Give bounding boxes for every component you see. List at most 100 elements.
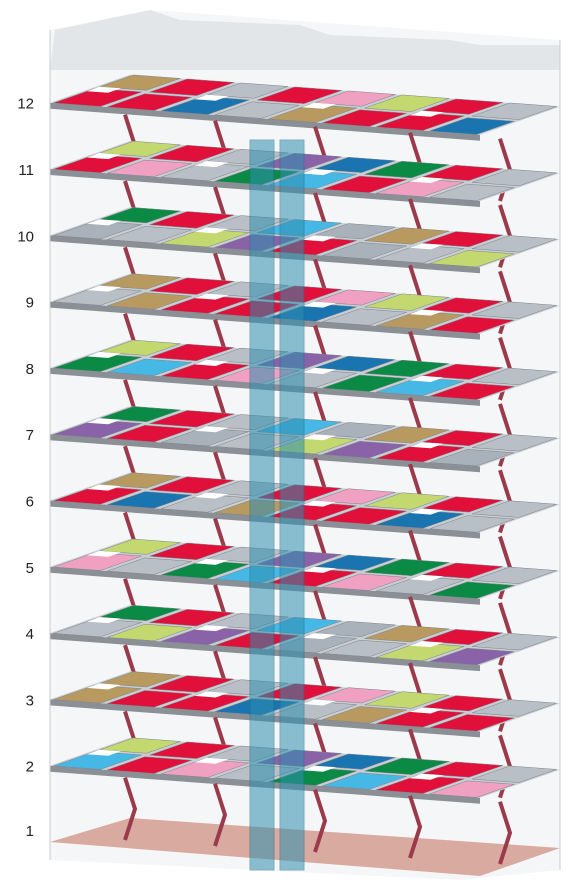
unit [364, 757, 450, 775]
unit [364, 161, 450, 179]
floor-label: 3 [26, 692, 34, 709]
void [194, 757, 229, 764]
void [194, 293, 229, 300]
unit [429, 117, 515, 135]
unit [257, 86, 342, 104]
unit [322, 242, 407, 260]
roof-parapet [50, 10, 560, 70]
unit [107, 623, 192, 642]
unit [107, 425, 192, 443]
unit [160, 96, 250, 115]
elevator-shaft [249, 139, 275, 871]
unit [149, 542, 235, 560]
void [87, 351, 121, 358]
unit [429, 183, 515, 201]
unit [160, 162, 250, 181]
void [87, 484, 121, 491]
unit [99, 141, 181, 157]
void [409, 375, 444, 382]
unit [107, 690, 192, 708]
unit [160, 626, 250, 646]
unit [375, 112, 465, 131]
unit [422, 363, 503, 380]
unit [375, 775, 465, 794]
unit [422, 430, 503, 447]
void [409, 442, 444, 449]
void [302, 500, 336, 507]
unit [53, 618, 142, 638]
void [302, 235, 336, 242]
unit [214, 101, 300, 119]
unit [422, 98, 503, 115]
unit [429, 581, 515, 599]
void [409, 707, 444, 714]
unit [429, 449, 515, 467]
unit [314, 223, 396, 240]
unit [472, 102, 557, 120]
unit [472, 765, 557, 783]
void [302, 699, 336, 706]
void [194, 94, 229, 101]
unit [364, 558, 450, 576]
floor-label: 10 [17, 228, 34, 245]
unit [53, 220, 142, 240]
void [87, 219, 121, 226]
unit [107, 226, 192, 244]
unit [53, 88, 142, 107]
unit [53, 552, 142, 571]
unit [160, 494, 250, 513]
unit [107, 292, 192, 310]
stair [498, 801, 513, 865]
unit [149, 277, 235, 295]
unit [422, 629, 503, 645]
unit [375, 576, 465, 595]
unit [429, 316, 515, 334]
unit [314, 289, 396, 306]
void [194, 359, 229, 366]
unit [99, 671, 181, 688]
void [409, 508, 444, 515]
unit [472, 500, 557, 518]
unit [364, 293, 450, 311]
void [87, 86, 121, 93]
void [302, 566, 336, 573]
unit [429, 780, 515, 798]
void [87, 683, 121, 690]
unit [322, 308, 407, 326]
void [87, 749, 121, 756]
slab-edge [50, 102, 480, 141]
unit [422, 297, 503, 314]
unit [149, 410, 235, 428]
void [87, 153, 121, 160]
unit [314, 753, 396, 770]
void [409, 574, 444, 581]
unit [149, 211, 235, 229]
unit [99, 737, 181, 754]
void [409, 243, 444, 250]
unit [364, 359, 450, 378]
void [409, 773, 444, 780]
unit [160, 692, 250, 712]
unit [107, 491, 192, 509]
unit [472, 301, 557, 319]
unit [375, 708, 465, 728]
floors [50, 74, 560, 865]
void [302, 765, 336, 772]
ground-slab [50, 818, 560, 876]
unit [472, 169, 557, 187]
unit [53, 287, 142, 306]
unit [422, 761, 503, 778]
unit [99, 605, 181, 621]
unit [364, 227, 450, 245]
unit [314, 687, 396, 704]
floor-label: 1 [26, 823, 34, 840]
floor-label: 7 [26, 427, 34, 444]
unit [472, 566, 557, 584]
unit [322, 441, 407, 459]
unit [375, 244, 465, 264]
unit [472, 434, 557, 452]
void [194, 691, 229, 698]
void [87, 418, 121, 425]
floor-label: 8 [26, 361, 34, 378]
